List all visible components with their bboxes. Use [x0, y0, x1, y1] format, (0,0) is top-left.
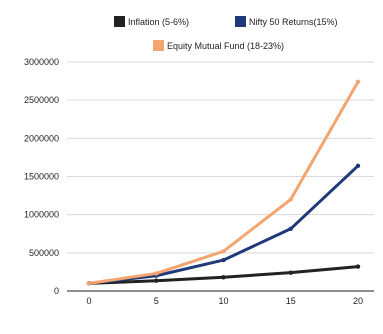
y-tick-label: 0 — [54, 286, 59, 296]
series-points — [86, 79, 361, 286]
y-tick-label: 2500000 — [24, 95, 59, 105]
legend-label-0: Inflation (5-6%) — [128, 17, 189, 27]
x-tick-label: 20 — [353, 296, 363, 306]
data-point-series-2-x-20 — [355, 79, 361, 85]
y-tick-label: 2000000 — [24, 133, 59, 143]
data-point-series-0-x-5 — [154, 278, 159, 283]
data-point-series-1-x-15 — [288, 226, 293, 231]
x-tick-label: 5 — [154, 296, 159, 306]
legend: Inflation (5-6%) Nifty 50 Returns(15%) Equ… — [114, 16, 338, 51]
grid-lines — [67, 61, 374, 292]
x-tick-label: 15 — [286, 296, 296, 306]
data-point-series-1-x-20 — [355, 163, 361, 169]
y-tick-label: 3000000 — [24, 57, 59, 67]
legend-swatch-0 — [114, 16, 125, 27]
y-tick-label: 500000 — [29, 248, 59, 258]
data-point-series-1-x-10 — [221, 257, 226, 263]
legend-label-1: Nifty 50 Returns(15%) — [249, 17, 338, 27]
series-line-1 — [87, 164, 360, 285]
legend-swatch-1 — [235, 16, 246, 27]
tick-labels: 0 500000 1000000 1500000 2000000 2500000 30000… — [24, 57, 363, 306]
y-tick-label: 1000000 — [24, 210, 59, 220]
y-tick-label: 1500000 — [24, 172, 59, 182]
data-point-series-2-x-10 — [221, 249, 226, 254]
legend-label-2: Equity Mutual Fund (18-23%) — [167, 41, 284, 51]
legend-swatch-2 — [153, 40, 164, 51]
data-point-series-0-x-10 — [221, 275, 226, 280]
x-tick-label: 10 — [218, 296, 228, 306]
data-point-series-2-x-5 — [154, 271, 159, 276]
data-point-series-0-x-20 — [355, 264, 361, 269]
data-point-series-2-x-15 — [288, 197, 293, 202]
x-tick-label: 0 — [86, 296, 91, 306]
series-line-0 — [87, 265, 360, 285]
data-point-series-0-x-15 — [288, 270, 293, 275]
data-point-series-2-x-0 — [86, 281, 92, 286]
